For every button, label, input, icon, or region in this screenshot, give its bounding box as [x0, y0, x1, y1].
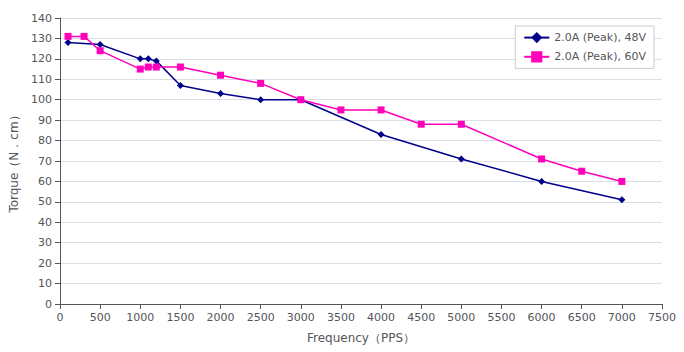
svg-text:2000: 2000	[207, 311, 235, 324]
svg-text:0: 0	[45, 298, 52, 311]
svg-text:1000: 1000	[126, 311, 154, 324]
svg-text:2.0A (Peak), 60V: 2.0A (Peak), 60V	[554, 50, 646, 63]
svg-text:4500: 4500	[407, 311, 435, 324]
svg-text:40: 40	[38, 216, 52, 229]
svg-text:2.0A (Peak), 48V: 2.0A (Peak), 48V	[554, 31, 646, 44]
svg-text:5500: 5500	[487, 311, 515, 324]
svg-text:130: 130	[31, 32, 52, 45]
svg-text:Torque（N．cm）: Torque（N．cm）	[7, 109, 21, 213]
svg-text:7500: 7500	[648, 311, 676, 324]
svg-text:50: 50	[38, 195, 52, 208]
svg-text:100: 100	[31, 93, 52, 106]
svg-text:10: 10	[38, 277, 52, 290]
svg-text:120: 120	[31, 52, 52, 65]
svg-text:4000: 4000	[367, 311, 395, 324]
svg-text:70: 70	[38, 155, 52, 168]
svg-text:60: 60	[38, 175, 52, 188]
svg-text:2500: 2500	[247, 311, 275, 324]
svg-text:20: 20	[38, 257, 52, 270]
svg-text:1500: 1500	[166, 311, 194, 324]
svg-text:3500: 3500	[327, 311, 355, 324]
svg-text:6000: 6000	[528, 311, 556, 324]
svg-text:110: 110	[31, 73, 52, 86]
svg-text:7000: 7000	[608, 311, 636, 324]
svg-text:3000: 3000	[287, 311, 315, 324]
svg-text:500: 500	[90, 311, 111, 324]
svg-text:5000: 5000	[447, 311, 475, 324]
svg-text:80: 80	[38, 134, 52, 147]
svg-text:Frequency（PPS）: Frequency（PPS）	[307, 331, 415, 345]
svg-text:6500: 6500	[568, 311, 596, 324]
svg-text:140: 140	[31, 12, 52, 25]
svg-text:90: 90	[38, 114, 52, 127]
svg-text:0: 0	[57, 311, 64, 324]
svg-text:30: 30	[38, 236, 52, 249]
